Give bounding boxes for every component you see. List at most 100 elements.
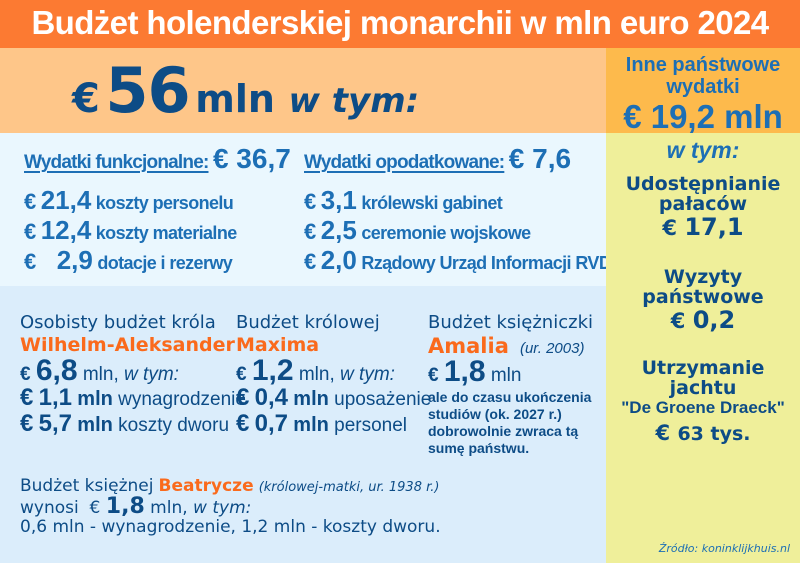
princess-budget: Budżet księżniczki Amalia (ur. 2003) € 1… (428, 312, 593, 457)
beatrix-note: (królowej-matki, ur. 1938 r.) (258, 480, 440, 495)
item-label: ceremonie wojskowe (361, 223, 531, 243)
total-amount: 56 (105, 54, 190, 127)
title-banner: Budżet holenderskiej monarchii w mln eur… (0, 0, 800, 48)
total-budget-panel: € 56 mln w tym: (0, 48, 606, 133)
item-label: królewski gabinet (361, 193, 503, 213)
taxed-item: € 2,5 ceremonie wojskowe (304, 215, 531, 246)
item-label: jachtu (669, 377, 737, 399)
item-amount: 2,5 (320, 215, 357, 245)
beatrix-heading: Budżet księżnej (20, 476, 154, 496)
item-amount: 0,7 (254, 410, 289, 437)
king-name: Wilhelm-Aleksander (20, 334, 235, 356)
queen-heading: Budżet królowej (236, 312, 380, 333)
princess-heading: Budżet księżniczki (428, 312, 593, 333)
king-amount: 6,8 (35, 354, 78, 387)
euro-symbol: € (20, 384, 34, 411)
princess-note-line: studiów (ok. 2027 r.) (428, 406, 562, 422)
other-expenses-panel: w tym: Udostępnianie pałaców € 17,1 Wyzy… (606, 133, 800, 563)
euro-symbol: € (662, 216, 678, 240)
princess-unit: mln (490, 365, 522, 386)
queen-suffix: w tym: (340, 364, 395, 385)
total-suffix: w tym: (288, 81, 420, 121)
euro-symbol: € (670, 309, 686, 333)
source-credit: Źródło: koninklijkhuis.nl (658, 542, 790, 555)
queen-item: € 0,7 mln personel (236, 410, 431, 438)
euro-symbol: € (24, 249, 37, 274)
euro-symbol: € (236, 384, 250, 411)
beatrix-breakdown: 0,6 mln - wynagrodzenie, 1,2 mln - koszt… (20, 517, 441, 537)
other-expenses-amount: € 19,2 mln (623, 98, 783, 135)
king-heading: Osobisty budżet króla (20, 312, 216, 333)
euro-symbol: € (304, 189, 317, 214)
other-expense-item: Utrzymanie jachtu "De Groene Draeck" € 6… (606, 358, 800, 447)
king-budget: Osobisty budżet króla Wilhelm-Aleksander… (20, 312, 246, 438)
beatrix-prefix: wynosi (20, 498, 79, 518)
item-amount: 12,4 (40, 215, 92, 245)
functional-item: € 21,4 koszty personelu (24, 185, 234, 216)
beatrix-suffix: w tym: (193, 498, 252, 518)
euro-symbol: € (24, 189, 37, 214)
king-total: € 6,8 mln, w tym: (20, 354, 246, 388)
princess-born: (ur. 2003) (519, 340, 585, 357)
item-unit: mln (77, 414, 113, 436)
other-expenses-label: Inne państwowe wydatki (606, 54, 800, 98)
euro-symbol: € (24, 219, 37, 244)
item-label: koszty materialne (95, 223, 237, 243)
item-amount: 3,1 (320, 185, 357, 215)
item-label: Wyzyty (663, 266, 743, 288)
queen-item: € 0,4 mln uposażenie (236, 384, 431, 412)
princess-name: Amalia (428, 334, 509, 358)
item-amount: 17,1 (684, 213, 744, 241)
other-expenses-header: Inne państwowe wydatki € 19,2 mln (606, 48, 800, 135)
other-expenses-label-line2: wydatki (666, 76, 740, 98)
item-amount: 0,2 (692, 306, 736, 334)
taxed-expenses-total: € 7,6 (508, 143, 572, 174)
beatrix-name: Beatrycze (158, 476, 254, 496)
beatrix-unit: mln, (150, 498, 188, 518)
euro-symbol: € (236, 364, 247, 385)
king-item: € 1,1 mln wynagrodzenie (20, 384, 246, 412)
item-amount: 21,4 (40, 185, 92, 215)
page-title: Budżet holenderskiej monarchii w mln eur… (31, 4, 769, 41)
taxed-item: € 3,1 królewski gabinet (304, 185, 503, 216)
item-label: "De Groene Draeck" (621, 398, 785, 417)
item-value: € 17,1 (606, 214, 800, 241)
euro-symbol: € (72, 76, 100, 122)
beatrix-total: wynosi € 1,8 mln, w tym: (20, 494, 441, 519)
beatrix-budget: Budżet księżnej Beatrycze (królowej-matk… (20, 476, 441, 537)
euro-symbol: € (20, 410, 34, 437)
item-unit: mln (77, 388, 113, 410)
taxed-expenses-heading: Wydatki opodatkowane: € 7,6 (304, 143, 571, 175)
item-label: Rządowy Urząd Informacji RVD (361, 253, 612, 273)
princess-note: ale do czasu ukończenia studiów (ok. 202… (428, 389, 593, 457)
queen-name: Maxima (236, 334, 320, 356)
item-label: państwowe (642, 286, 764, 308)
item-label: dotacje i rezerwy (97, 253, 233, 273)
beatrix-amount: 1,8 (105, 494, 145, 519)
king-unit: mln, (82, 364, 119, 385)
item-amount: 5,7 (38, 410, 73, 437)
item-label: Udostępnianie (625, 173, 781, 195)
item-unit: mln (293, 388, 329, 410)
item-label: pałaców (658, 193, 748, 215)
king-item: € 5,7 mln koszty dworu (20, 410, 246, 438)
queen-total: € 1,2 mln, w tym: (236, 354, 431, 388)
other-expense-item: Wyzyty państwowe € 0,2 (606, 267, 800, 334)
king-suffix: w tym: (124, 364, 179, 385)
item-value: € 63 tys. (606, 420, 800, 447)
euro-symbol: € (655, 421, 671, 445)
functional-expenses-heading: Wydatki funkcjonalne: € 36,7 (24, 143, 291, 175)
functional-expenses-label: Wydatki funkcjonalne: (24, 152, 209, 173)
item-amount: 2,9 (56, 245, 93, 275)
item-amount: 2,0 (320, 245, 357, 275)
beatrix-heading-row: Budżet księżnej Beatrycze (królowej-matk… (20, 476, 441, 497)
item-unit: mln (293, 414, 329, 436)
item-value: € 0,2 (606, 307, 800, 334)
other-expenses-suffix: w tym: (666, 137, 740, 163)
euro-symbol: € (304, 219, 317, 244)
euro-symbol: € (236, 410, 250, 437)
item-label: uposażenie (334, 389, 432, 410)
other-expenses-label-line1: Inne państwowe (625, 54, 781, 76)
item-label: koszty personelu (95, 193, 234, 213)
princess-note-line: sumę państwu. (428, 440, 530, 456)
